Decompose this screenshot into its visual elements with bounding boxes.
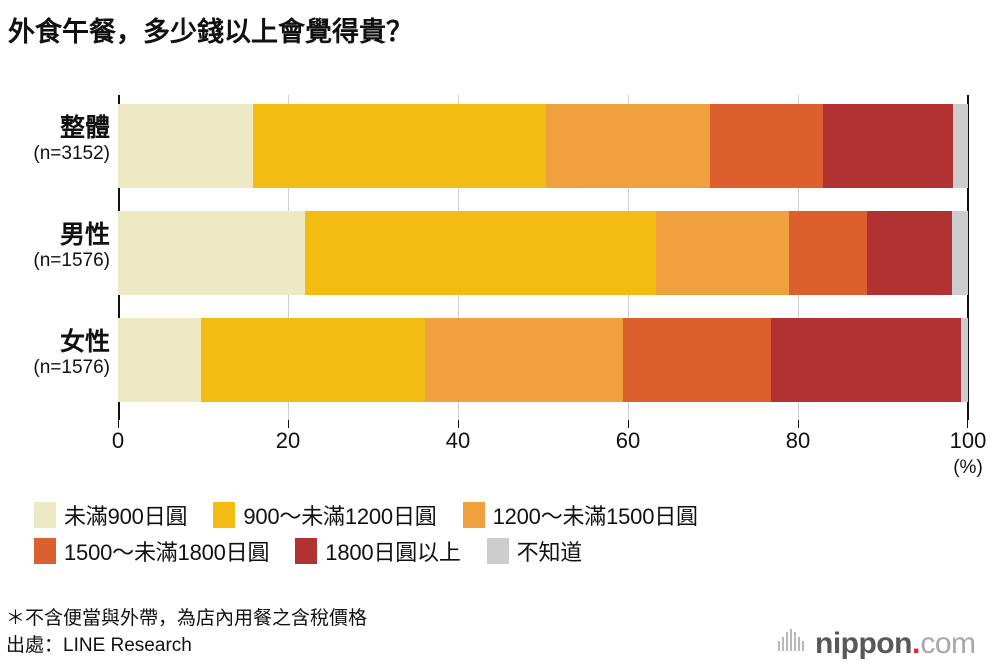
category-sample-size: (n=1576) xyxy=(33,357,110,378)
bar-segment xyxy=(951,211,968,295)
category-sample-size: (n=3152) xyxy=(33,143,110,164)
logo-tld: com xyxy=(920,627,976,660)
tick-label-0: 0 xyxy=(111,428,125,453)
legend-item[interactable]: 不知道 xyxy=(486,535,583,567)
bar-row xyxy=(118,318,968,402)
category-name: 男性 xyxy=(59,221,110,249)
footer: ＊不含便當與外帶，為店內用餐之含稅價格 出處：LINE Research xyxy=(6,606,367,660)
bar-segment xyxy=(305,211,657,295)
category-label: 整體 (n=3152) xyxy=(0,115,110,165)
bar-segment xyxy=(118,104,254,188)
legend-item[interactable]: 1500～未滿1800日圓 xyxy=(34,535,269,567)
legend-label: 不知道 xyxy=(516,540,583,565)
tick-80 xyxy=(798,420,799,428)
legend-label: 1200～未滿1500日圓 xyxy=(492,504,698,529)
legend-item[interactable]: 900～未滿1200日圓 xyxy=(213,499,437,531)
tick-40 xyxy=(458,420,459,428)
bar-segment xyxy=(866,211,952,295)
legend-swatch xyxy=(295,538,318,564)
x-axis-unit-label: (%) xyxy=(953,457,983,478)
category-label: 男性 (n=1576) xyxy=(0,222,110,272)
category-sample-size: (n=1576) xyxy=(33,250,110,271)
legend-swatch xyxy=(213,502,236,528)
bar-row xyxy=(118,104,968,188)
plot-area: 0 20 40 60 80 100 (%) xyxy=(112,95,986,478)
bar-segment xyxy=(656,211,789,295)
tick-0 xyxy=(118,420,119,428)
tick-100 xyxy=(967,420,968,428)
legend-swatch xyxy=(34,502,56,528)
bar-segment xyxy=(622,318,771,402)
bar-segment xyxy=(118,211,305,295)
nippon-com-logo: nippon . com xyxy=(778,627,976,661)
legend-swatch xyxy=(462,502,485,528)
legend-row-1: 未滿900日圓 900～未滿1200日圓 1200～未滿1500日圓 xyxy=(34,497,984,533)
bar-segment xyxy=(710,104,823,188)
bar-segment xyxy=(424,318,623,402)
tick-label-60: 60 xyxy=(615,428,641,453)
page-title: 外食午餐，多少錢以上會覺得貴？ xyxy=(8,17,413,47)
logo-wordmark: nippon xyxy=(815,627,912,660)
bar-segment xyxy=(201,318,425,402)
legend-item[interactable]: 未滿900日圓 xyxy=(34,499,188,531)
logo-dot: . xyxy=(911,627,921,660)
bar-segment xyxy=(118,318,202,402)
bar-segment xyxy=(546,104,711,188)
bar-segment xyxy=(253,104,547,188)
category-label: 女性 (n=1576) xyxy=(0,329,110,379)
bar-row xyxy=(118,211,968,295)
tick-label-20: 20 xyxy=(275,428,301,453)
legend-swatch xyxy=(34,538,56,564)
category-name: 女性 xyxy=(59,328,110,356)
tick-label-80: 80 xyxy=(785,428,811,453)
legend-item[interactable]: 1200～未滿1500日圓 xyxy=(462,499,698,531)
legend-label: 未滿900日圓 xyxy=(64,504,188,529)
bar-segment xyxy=(770,318,962,402)
legend-label: 1800日圓以上 xyxy=(325,540,461,565)
legend-swatch xyxy=(486,538,509,564)
footnote-source: 出處：LINE Research xyxy=(6,634,192,656)
legend: 未滿900日圓 900～未滿1200日圓 1200～未滿1500日圓 1500～未滿… xyxy=(34,497,984,569)
right-axis-line xyxy=(967,95,969,420)
bar-segment xyxy=(952,104,968,188)
footnote-note: ＊不含便當與外帶，為店內用餐之含稅價格 xyxy=(6,608,368,629)
legend-label: 900～未滿1200日圓 xyxy=(243,504,437,529)
bar-segment xyxy=(961,318,968,402)
bar-segment xyxy=(788,211,867,295)
bar-segment xyxy=(822,104,953,188)
tick-20 xyxy=(288,420,289,428)
legend-row-2: 1500～未滿1800日圓 1800日圓以上 不知道 xyxy=(34,533,984,569)
tick-label-40: 40 xyxy=(445,428,471,453)
legend-label: 1500～未滿1800日圓 xyxy=(64,540,270,565)
tick-60 xyxy=(628,420,629,428)
tick-label-100: 100 xyxy=(949,428,987,453)
legend-item[interactable]: 1800日圓以上 xyxy=(295,535,461,567)
logo-bars-icon xyxy=(778,629,806,651)
category-name: 整體 xyxy=(59,114,110,142)
